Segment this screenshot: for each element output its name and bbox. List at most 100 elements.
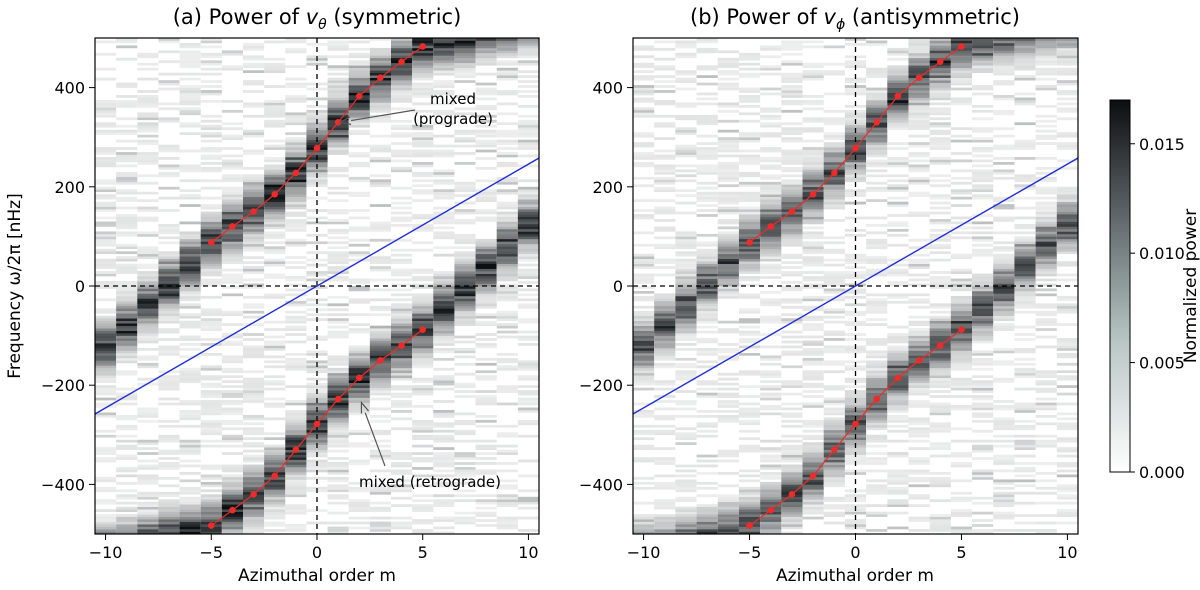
heatmap-cell <box>327 87 349 91</box>
heatmap-cell <box>866 243 888 247</box>
heatmap-cell <box>950 221 973 225</box>
heatmap-cell <box>633 501 655 505</box>
heatmap-cell <box>327 427 349 431</box>
heatmap-cell <box>1056 511 1078 515</box>
heatmap-cell <box>654 499 676 503</box>
heatmap-cell <box>116 481 138 485</box>
retrograde-point <box>894 374 902 382</box>
heatmap-cell <box>802 171 824 175</box>
heatmap-cell <box>327 303 349 307</box>
heatmap-cell <box>475 472 497 475</box>
heatmap-cell <box>738 246 761 250</box>
heatmap-cell <box>950 191 973 195</box>
heatmap-cell <box>972 236 994 240</box>
heatmap-cell <box>866 504 888 508</box>
heatmap-cell <box>116 325 138 329</box>
heatmap-cell <box>950 60 973 64</box>
heatmap-cell <box>348 40 370 44</box>
heatmap-cell <box>517 60 539 64</box>
heatmap-cell <box>306 385 328 388</box>
heatmap-cell <box>866 95 888 98</box>
heatmap-cell <box>264 402 286 406</box>
heatmap-cell <box>179 506 201 510</box>
heatmap-cell <box>517 196 539 200</box>
heatmap-cell <box>285 137 307 140</box>
heatmap-cell <box>306 114 328 118</box>
heatmap-cell <box>95 157 117 160</box>
heatmap-cell <box>348 52 370 56</box>
heatmap-cell <box>654 407 676 411</box>
heatmap-cell <box>116 124 138 128</box>
heatmap-cell <box>285 157 307 160</box>
heatmap-cell <box>158 348 180 351</box>
heatmap-cell <box>327 501 349 505</box>
heatmap-cell <box>391 238 413 242</box>
heatmap-cell <box>738 395 761 398</box>
heatmap-cell <box>327 45 349 49</box>
heatmap-cell <box>433 226 455 230</box>
heatmap-cell <box>517 375 539 379</box>
heatmap-cell <box>760 372 782 376</box>
heatmap-cell <box>496 241 518 245</box>
heatmap-cell <box>823 278 845 282</box>
heatmap-cell <box>391 315 413 319</box>
heatmap-cell <box>454 385 476 388</box>
heatmap-cell <box>116 330 138 334</box>
heatmap-cell <box>496 286 518 289</box>
heatmap-cell <box>517 407 539 411</box>
heatmap-cell <box>454 467 476 470</box>
heatmap-cell <box>95 529 117 532</box>
heatmap-cell <box>285 340 307 344</box>
heatmap-cell <box>200 444 222 448</box>
heatmap-cell <box>717 241 739 245</box>
heatmap-cell <box>348 191 370 195</box>
heatmap-cell <box>633 459 655 463</box>
heatmap-cell <box>738 276 761 279</box>
heatmap-cell <box>158 295 180 299</box>
heatmap-cell <box>116 529 138 532</box>
y-tick-label: −200 <box>41 376 85 395</box>
heatmap-cell <box>887 271 909 274</box>
heatmap-cell <box>200 253 222 257</box>
heatmap-cell <box>348 122 370 126</box>
heatmap-cell <box>433 429 455 433</box>
heatmap-cell <box>972 290 994 294</box>
heatmap-cell <box>887 360 909 364</box>
heatmap-cell <box>866 42 888 46</box>
heatmap-cell <box>760 298 782 302</box>
heatmap-cell <box>887 80 909 83</box>
heatmap-cell <box>717 226 739 230</box>
heatmap-cell <box>327 246 349 250</box>
heatmap-cell <box>696 256 718 260</box>
heatmap-cell <box>972 360 994 364</box>
heatmap-cell <box>781 204 803 207</box>
heatmap-cell <box>264 206 286 210</box>
heatmap-cell <box>116 298 138 302</box>
heatmap-cell <box>760 524 782 527</box>
heatmap-cell <box>243 509 265 512</box>
heatmap-cell <box>929 97 951 101</box>
heatmap-cell <box>696 75 718 78</box>
heatmap-cell <box>1056 189 1078 193</box>
panel-a-series <box>207 43 427 529</box>
heatmap-cell <box>654 335 676 339</box>
heatmap-cell <box>760 189 782 193</box>
heatmap-cell <box>179 305 201 309</box>
heatmap-cell <box>823 204 845 207</box>
heatmap-cell <box>887 82 909 86</box>
heatmap-cell <box>654 273 676 277</box>
heatmap-cell <box>454 72 476 76</box>
heatmap-cell <box>221 109 243 113</box>
heatmap-cell <box>264 70 286 74</box>
heatmap-cell <box>475 499 497 503</box>
heatmap-cell <box>696 248 718 252</box>
heatmap-cell <box>158 504 180 508</box>
heatmap-cell <box>137 271 159 274</box>
heatmap-cell <box>369 57 391 61</box>
heatmap-cell <box>348 350 370 354</box>
heatmap-cell <box>866 372 888 376</box>
heatmap-cell <box>654 328 676 331</box>
heatmap-cell <box>866 181 888 185</box>
heatmap-cell <box>696 92 718 96</box>
heatmap-cell <box>496 60 518 64</box>
